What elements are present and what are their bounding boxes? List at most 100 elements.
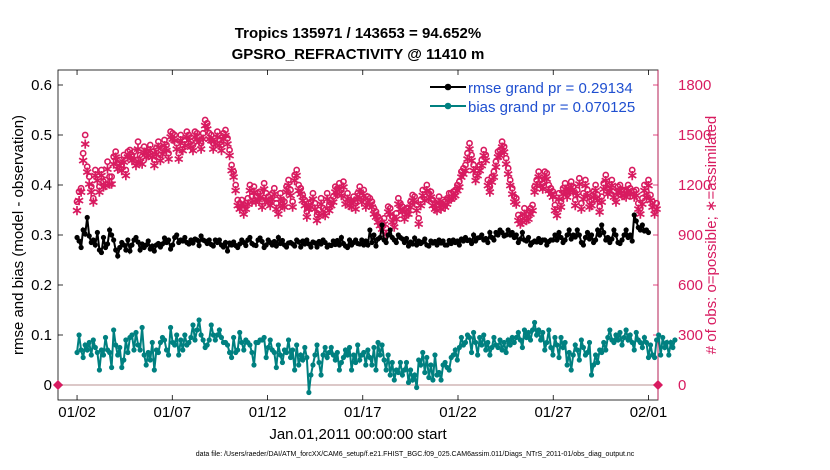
assimilated-obs-marker: ∗ [155,152,167,168]
rmse-series [74,212,652,260]
bias-point [119,364,125,371]
bias-point [529,327,536,333]
bias-point [576,357,582,363]
rmse-point [611,227,617,233]
bias-point [149,339,155,346]
bias-point [348,367,355,373]
possible-obs-marker [226,146,233,154]
bias-point [145,349,151,356]
possible-obs-marker [218,141,225,149]
possible-obs-marker [207,131,215,139]
assimilated-obs-marker: ∗ [395,200,407,216]
assimilated-obs-marker: ∗ [295,185,307,201]
rmse-point [318,241,324,247]
assimilated-obs-marker: ∗ [199,117,211,133]
possible-obs-marker [502,154,510,162]
assimilated-obs-marker: ∗ [494,147,506,163]
bias-point [491,334,497,341]
bias-point [338,359,345,366]
possible-obs-marker [73,198,81,206]
assimilated-obs-marker: ∗ [460,162,472,178]
bias-point [340,354,347,361]
assimilated-obs-marker: ∗ [620,189,632,205]
bias-point [485,339,491,346]
rmse-point [279,237,286,244]
rmse-point [595,227,601,233]
rmse-point [586,236,593,242]
bias-point [442,359,448,366]
bias-point [572,342,578,348]
possible-obs-marker [260,179,268,187]
assimilated-obs-marker: ∗ [559,180,571,196]
rmse-point [170,242,176,248]
assimilated-obs-marker: ∗ [224,147,236,163]
assimilated-obs-marker: ∗ [602,185,614,201]
bias-point [662,344,668,351]
bias-point [615,337,621,343]
possible-obs-marker [622,188,630,196]
assimilated-obs-marker: ∗ [203,130,215,146]
bias-point [487,352,493,358]
bias-point [141,352,147,358]
assimilated-obs-marker: ∗ [366,199,378,215]
assimilated-obs-marker: ∗ [138,144,150,160]
bias-point [88,352,94,358]
bias-point [656,332,662,338]
possible-obs-marker [423,181,431,189]
assimilated-obs-marker: ∗ [502,165,514,181]
bias-point [342,347,349,353]
rmse-point [182,234,188,241]
bias-point [361,349,367,356]
bias-point [283,349,290,356]
assimilated-obs-marker: ∗ [453,179,465,195]
assimilated-obs-marker: ∗ [106,175,118,191]
rmse-point [247,234,253,241]
assimilated-obs-marker: ∗ [651,200,663,216]
rmse-point [334,237,340,244]
bias-point [584,349,591,356]
assimilated-obs-marker: ∗ [462,150,474,166]
bias-point [468,349,475,356]
bias-point [645,354,652,361]
bias-point [395,369,401,376]
assimilated-obs-marker: ∗ [488,169,500,185]
possible-obs-marker [173,139,181,147]
assimilated-obs-marker: ∗ [201,120,213,136]
assimilated-obs-marker: ∗ [118,154,130,170]
rmse-point [338,234,345,241]
bias-point [204,342,210,348]
assimilated-obs-marker: ∗ [468,162,480,178]
rmse-point [224,248,231,254]
rmse-point [92,242,98,248]
possible-obs-marker [417,196,425,204]
bias-point [438,377,444,383]
possible-obs-marker [512,194,520,202]
possible-obs-marker [596,203,604,211]
bias-point [658,352,664,358]
assimilated-obs-marker: ∗ [157,145,169,161]
assimilated-obs-marker: ∗ [496,139,508,155]
rmse-point [631,212,637,218]
assimilated-obs-marker: ∗ [466,152,478,168]
rmse-point [304,237,310,243]
possible-obs-marker [466,139,473,147]
rmse-point [106,227,113,233]
assimilated-obs-marker: ∗ [104,175,116,191]
rmse-point [401,239,408,246]
possible-obs-marker [506,176,514,184]
bias-point [151,367,157,373]
assimilated-obs-marker: ∗ [557,185,569,201]
bias-point [536,327,542,333]
assimilated-obs-marker: ∗ [262,194,274,210]
bias-point [371,344,377,351]
possible-obs-marker [120,151,128,159]
assimilated-obs-marker: ∗ [291,167,303,183]
possible-obs-marker [98,166,105,174]
rmse-point [283,244,290,250]
rmse-point [363,238,369,244]
assimilated-obs-marker: ∗ [451,182,463,198]
possible-obs-marker [146,141,154,149]
possible-obs-marker [462,161,469,169]
rmse-point [117,244,123,251]
